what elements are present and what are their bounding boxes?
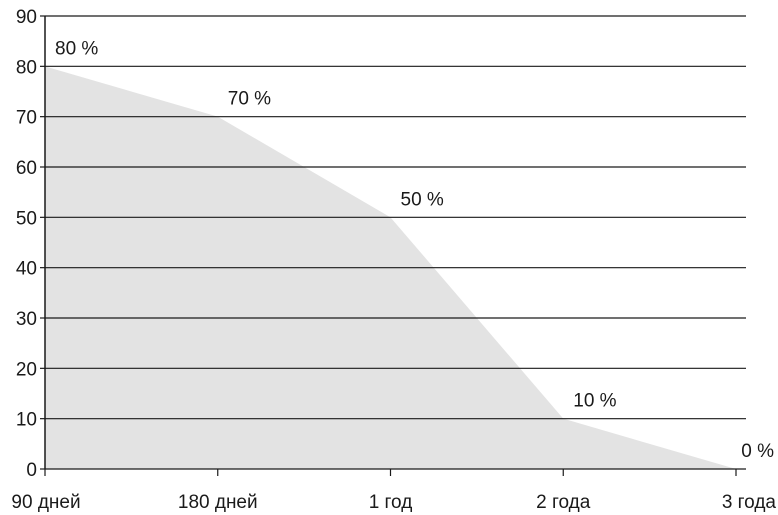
x-tick-label: 90 дней <box>11 492 80 513</box>
y-tick-label: 0 <box>26 460 37 481</box>
x-tick-label: 3 года <box>722 492 777 513</box>
y-tick-label: 20 <box>16 359 37 380</box>
y-tick-label: 30 <box>16 309 37 330</box>
y-tick-label: 80 <box>16 57 37 78</box>
y-tick-label: 60 <box>16 158 37 179</box>
data-label: 70 % <box>228 89 271 110</box>
y-tick-label: 70 <box>16 108 37 129</box>
data-label: 0 % <box>741 441 774 462</box>
x-tick-label: 2 года <box>536 492 591 513</box>
y-tick-label: 40 <box>16 259 37 280</box>
x-tick-label: 180 дней <box>178 492 258 513</box>
y-tick-label: 10 <box>16 410 37 431</box>
y-tick-label: 50 <box>16 208 37 229</box>
data-label: 10 % <box>573 391 616 412</box>
data-label: 50 % <box>401 189 444 210</box>
y-tick-label: 90 <box>16 7 37 28</box>
x-tick-label: 1 год <box>369 492 413 513</box>
data-label: 80 % <box>55 38 98 59</box>
